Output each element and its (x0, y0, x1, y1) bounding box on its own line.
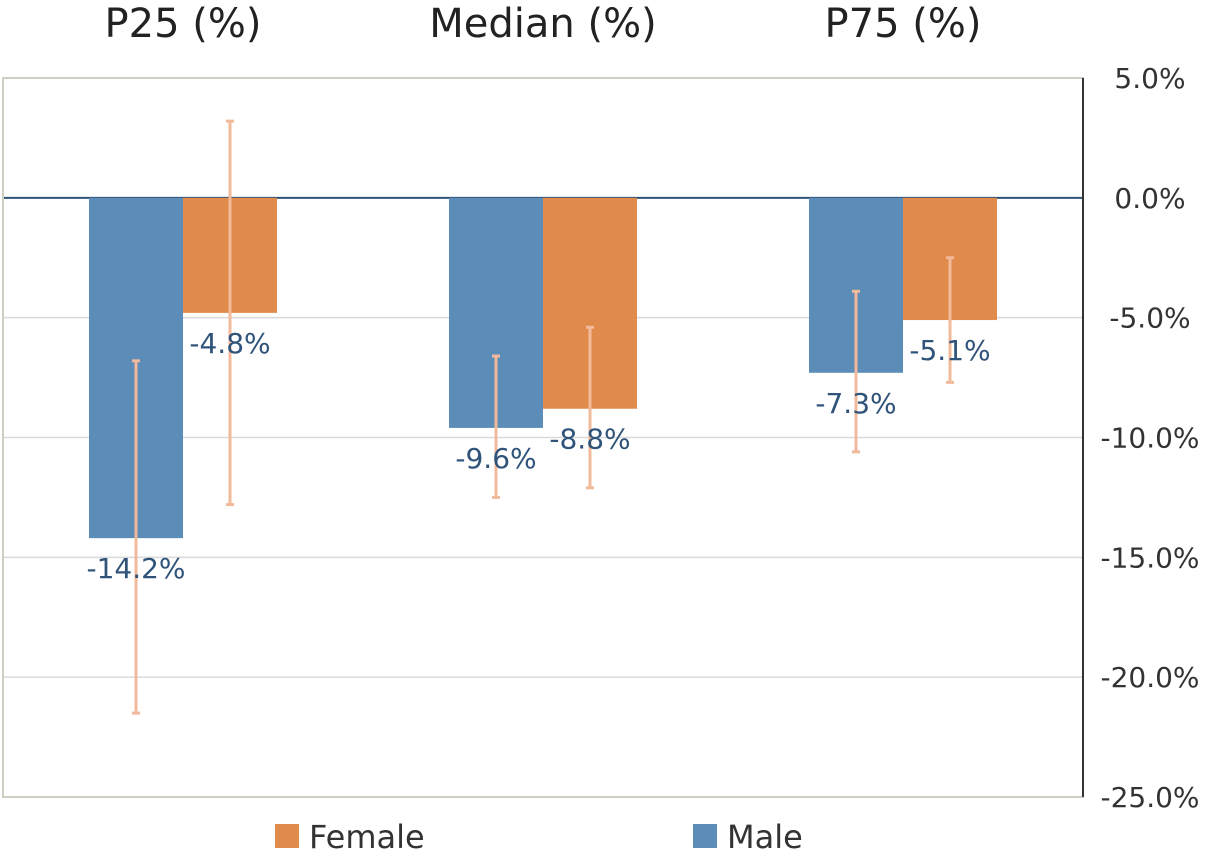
y-tick-label: -5.0% (1109, 302, 1190, 335)
legend: Female Male (275, 818, 803, 853)
error-bars (132, 119, 954, 715)
plot-frame (2, 77, 1084, 798)
y-tick-labels: 5.0% 0.0% -5.0% -10.0% -15.0% -20.0% -25.0% (1100, 62, 1199, 814)
category-labels: P25 (%) Median (%) P75 (%) (105, 1, 982, 47)
legend-swatch-male (693, 824, 717, 848)
y-tick-label: 0.0% (1114, 182, 1185, 215)
y-tick-label: 5.0% (1114, 62, 1185, 95)
data-label-male: -14.2% (86, 552, 185, 585)
legend-swatch-female (275, 824, 299, 848)
y-tick-label: -10.0% (1100, 422, 1199, 455)
data-label-female: -5.1% (909, 334, 990, 367)
data-label-male: -9.6% (455, 442, 536, 475)
category-label: P75 (%) (825, 1, 982, 47)
category-label: P25 (%) (105, 1, 262, 47)
y-tick-label: -25.0% (1100, 781, 1199, 814)
legend-label-female: Female (309, 818, 425, 853)
data-label-female: -8.8% (549, 423, 630, 456)
data-labels: -14.2% -4.8% -9.6% -8.8% -7.3% -5.1% (86, 327, 990, 585)
y-tick-label: -20.0% (1100, 661, 1199, 694)
category-label: Median (%) (429, 1, 656, 47)
data-label-female: -4.8% (189, 327, 270, 360)
legend-label-male: Male (727, 818, 803, 853)
data-label-male: -7.3% (815, 387, 896, 420)
bars (89, 197, 997, 539)
y-tick-label: -15.0% (1100, 541, 1199, 574)
